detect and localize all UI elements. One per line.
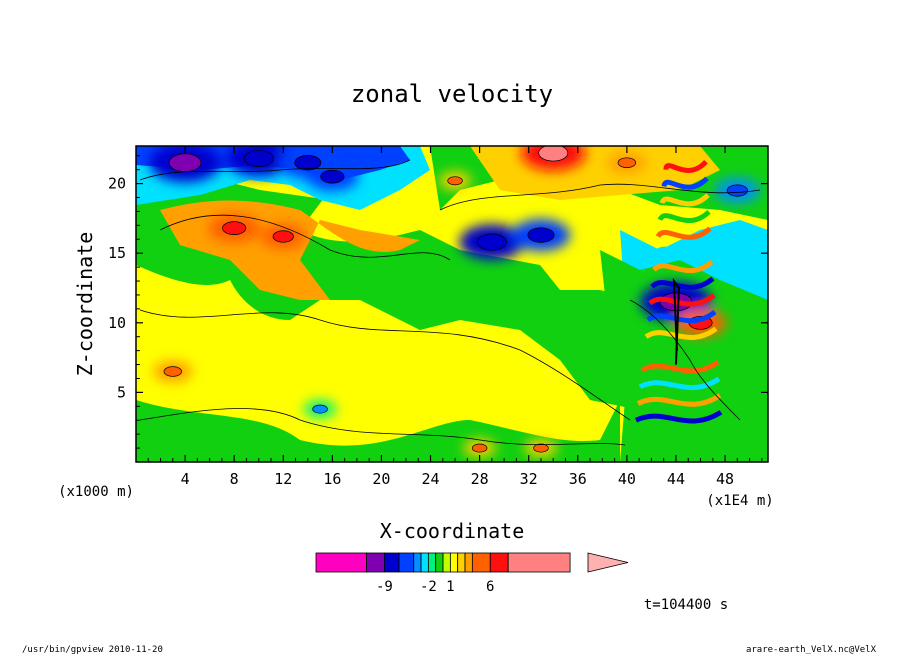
colorbar: -9 -2 1 6 bbox=[315, 552, 629, 595]
disturbance-stripe bbox=[663, 159, 708, 173]
x-tick-label: 16 bbox=[323, 470, 341, 488]
field-core bbox=[294, 155, 322, 171]
x-tick-label: 12 bbox=[274, 470, 292, 488]
colorbar-swatch bbox=[315, 552, 367, 573]
colorbar-label: 1 bbox=[446, 579, 454, 595]
colorbar-label: 6 bbox=[486, 579, 494, 595]
x-axis-ticks: 4 8 12 16 20 24 28 32 36 40 44 48 bbox=[147, 146, 763, 488]
y-tick-label: 5 bbox=[117, 383, 126, 401]
field-core bbox=[538, 146, 569, 162]
colorbar-swatch bbox=[427, 552, 437, 573]
field-core bbox=[471, 443, 488, 453]
x-tick-label: 44 bbox=[667, 470, 685, 488]
colorbar-swatch bbox=[449, 552, 459, 573]
contour-line-front bbox=[629, 299, 741, 421]
colorbar-swatch bbox=[471, 552, 491, 573]
y-tick-label: 10 bbox=[108, 314, 126, 332]
field-core bbox=[243, 150, 274, 167]
field-core bbox=[726, 184, 748, 197]
x-tick-label: 40 bbox=[618, 470, 636, 488]
disturbance-stripe bbox=[638, 376, 721, 391]
disturbance-stripe bbox=[640, 360, 720, 374]
disturbance-stripe bbox=[659, 193, 710, 207]
x-tick-label: 48 bbox=[716, 470, 734, 488]
x-axis-label: X-coordinate bbox=[380, 519, 525, 543]
band-green-lower bbox=[136, 400, 620, 462]
x-tick-label: 20 bbox=[372, 470, 390, 488]
colorbar-swatch bbox=[366, 552, 385, 573]
x-tick-label: 32 bbox=[520, 470, 538, 488]
chart-title: zonal velocity bbox=[351, 80, 553, 108]
x-tick-label: 36 bbox=[569, 470, 587, 488]
colorbar-swatch bbox=[384, 552, 400, 573]
colorbar-swatch bbox=[464, 552, 473, 573]
colorbar-swatch bbox=[420, 552, 429, 573]
field-core bbox=[163, 366, 182, 377]
disturbance-core bbox=[672, 277, 680, 365]
footer-right: arare-earth_VelX.nc@VelX bbox=[746, 645, 877, 654]
field-core bbox=[168, 153, 202, 172]
field-core bbox=[320, 169, 345, 184]
field-core bbox=[533, 443, 549, 453]
colorbar-label: -2 bbox=[420, 579, 437, 595]
disturbance-stripe bbox=[653, 243, 713, 257]
field-core bbox=[527, 227, 555, 243]
y-tick-label: 20 bbox=[108, 175, 126, 193]
colorbar-swatch bbox=[457, 552, 466, 573]
plot-frame bbox=[135, 145, 769, 463]
x-tick-label: 28 bbox=[471, 470, 489, 488]
disturbance-stripe bbox=[634, 410, 723, 424]
field-core bbox=[617, 157, 637, 168]
disturbance-stripe bbox=[636, 393, 722, 407]
x-tick-label: 8 bbox=[230, 470, 239, 488]
disturbance-stripe bbox=[661, 176, 709, 190]
colorbar-swatch bbox=[489, 552, 509, 573]
velocity-field bbox=[136, 146, 768, 462]
contour-line-mid bbox=[139, 309, 631, 421]
contour-line-top-right bbox=[439, 183, 761, 211]
colorbar-swatch bbox=[435, 552, 444, 573]
colorbar-arrow bbox=[587, 552, 629, 573]
y-axis-label: Z-coordinate bbox=[73, 232, 97, 377]
contour-line-top-left bbox=[139, 159, 411, 181]
contour-line-upper bbox=[159, 214, 451, 261]
field-core bbox=[222, 221, 247, 235]
colorbar-label: -9 bbox=[376, 579, 393, 595]
y-tick-label: 15 bbox=[108, 244, 126, 262]
field-core bbox=[312, 404, 328, 414]
y-axis-units: (x1000 m) bbox=[58, 484, 134, 500]
disturbance-stripe bbox=[652, 259, 714, 274]
field-core bbox=[272, 230, 294, 243]
x-axis-units: (x1E4 m) bbox=[706, 493, 773, 509]
time-label: t=104400 s bbox=[644, 597, 728, 613]
disturbance-stripe bbox=[657, 209, 711, 224]
footer-left: /usr/bin/gpview 2010-11-20 bbox=[22, 645, 163, 654]
colorbar-swatch bbox=[398, 552, 415, 573]
colorbar-swatch bbox=[442, 552, 451, 573]
disturbance-stripe bbox=[655, 226, 712, 240]
field-core bbox=[476, 233, 507, 251]
colorbar-swatch bbox=[507, 552, 571, 573]
x-tick-label: 24 bbox=[421, 470, 439, 488]
field-core bbox=[447, 176, 463, 186]
colorbar-swatch bbox=[413, 552, 422, 573]
contour-line-lower bbox=[139, 408, 626, 446]
y-axis-ticks: 5 10 15 20 bbox=[108, 155, 768, 449]
x-tick-label: 4 bbox=[181, 470, 190, 488]
